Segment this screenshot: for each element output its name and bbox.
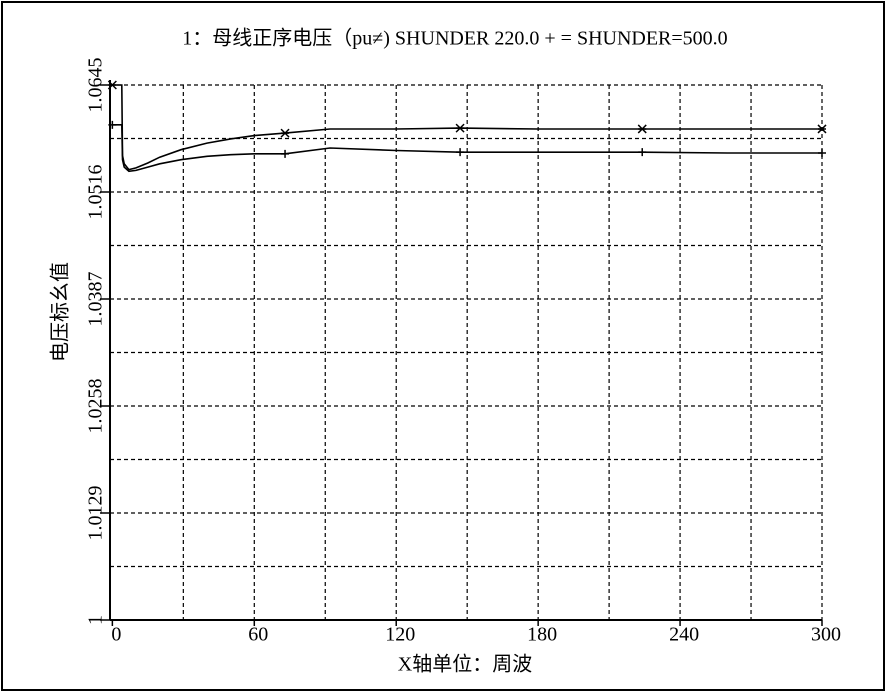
chart-title: 1：母线正序电压（pu≠) SHUNDER 220.0 + = SHUNDER=… (182, 27, 727, 50)
y-tick-label: 1.0516 (85, 165, 107, 220)
y-tick-label: 1.0258 (85, 379, 107, 434)
marker (818, 149, 826, 158)
x-tick-label: 120 (385, 624, 415, 646)
y-tick-label: 1.0645 (85, 58, 107, 113)
line (112, 84, 822, 171)
x-tick-label: 60 (248, 624, 268, 646)
x-tick-label: 180 (527, 624, 557, 646)
marker (638, 148, 647, 157)
marker (455, 123, 465, 133)
x-tick-label: 0 (111, 624, 121, 646)
x-tick-label: 240 (669, 624, 699, 646)
marker (280, 128, 290, 138)
line (112, 124, 822, 173)
x-tick-label: 300 (811, 624, 841, 646)
y-axis-label: 电压标幺值 (49, 262, 72, 362)
y-tick-label: 1.0387 (85, 272, 107, 327)
marker (281, 149, 290, 158)
marker (637, 124, 647, 134)
marker (107, 80, 117, 90)
marker (456, 148, 465, 157)
y-tick-label: 1 (85, 615, 107, 625)
y-tick-label: 1.0129 (85, 486, 107, 541)
marker (108, 120, 117, 129)
x-axis-label: X轴单位：周波 (398, 653, 532, 676)
marker (817, 124, 827, 134)
